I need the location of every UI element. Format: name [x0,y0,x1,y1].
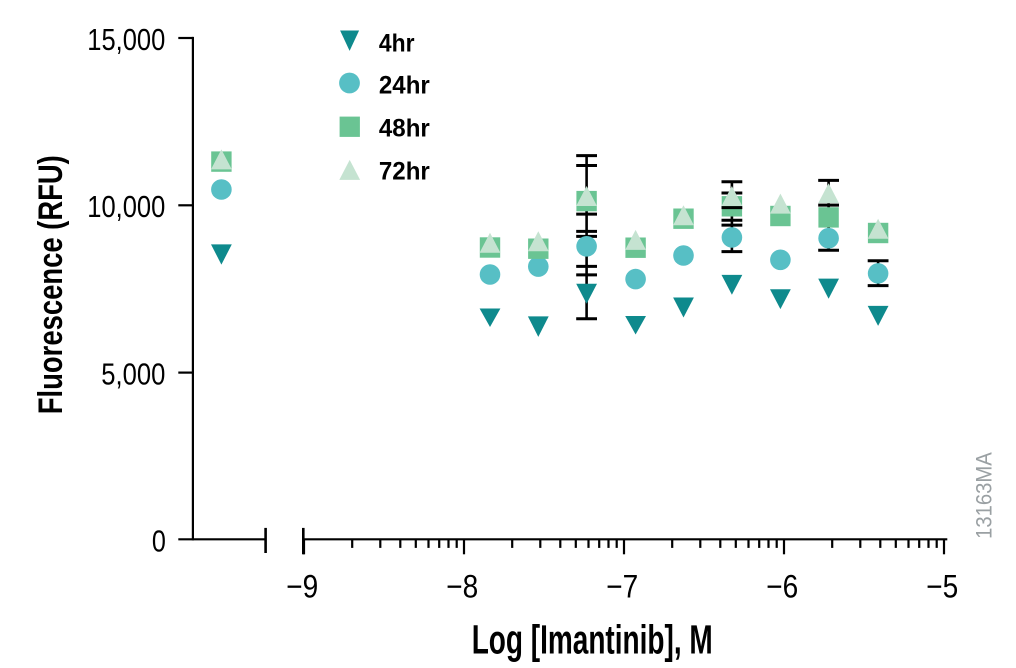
svg-text:24hr: 24hr [379,72,430,100]
svg-text:−5: −5 [926,568,958,604]
svg-text:−6: −6 [766,568,798,604]
svg-text:5,000: 5,000 [101,356,165,391]
svg-text:72hr: 72hr [379,158,430,186]
svg-text:−8: −8 [446,568,478,604]
svg-text:0: 0 [152,524,166,559]
svg-text:10,000: 10,000 [87,189,165,224]
svg-text:Fluorescence (RFU): Fluorescence (RFU) [32,155,70,414]
svg-text:−7: −7 [606,568,638,604]
svg-text:−9: −9 [286,568,318,604]
svg-text:Log [Imantinib], M: Log [Imantinib], M [472,617,713,663]
svg-text:13163MA: 13163MA [972,452,997,539]
svg-text:15,000: 15,000 [87,22,165,57]
svg-text:4hr: 4hr [379,30,415,58]
svg-text:48hr: 48hr [379,115,430,143]
